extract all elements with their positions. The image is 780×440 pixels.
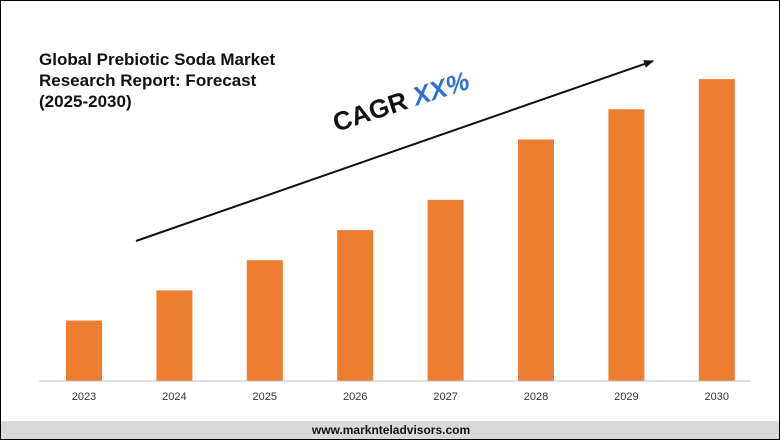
title-line-2: Research Report: Forecast <box>39 71 257 90</box>
x-tick-label: 2028 <box>524 391 548 403</box>
bar-2025 <box>246 260 283 381</box>
title-line-1: Global Prebiotic Soda Market <box>39 50 276 69</box>
footer-url[interactable]: www.marknteladvisors.com <box>311 423 471 437</box>
title-line-3: (2025-2030) <box>39 92 132 111</box>
bar-2029 <box>608 109 645 382</box>
x-tick-label: 2025 <box>253 391 277 403</box>
x-tick-label: 2026 <box>343 391 367 403</box>
footer-bar: www.marknteladvisors.com <box>1 421 779 439</box>
x-tick-labels: 2023 2024 2025 2026 2027 2028 2029 2030 <box>72 391 729 403</box>
bar-2023 <box>66 320 102 381</box>
x-tick-label: 2024 <box>162 391 186 403</box>
x-tick-label: 2029 <box>614 391 638 403</box>
bar-2030 <box>698 79 735 381</box>
bar-2027 <box>427 199 464 381</box>
chart-title: Global Prebiotic Soda Market Research Re… <box>39 49 319 112</box>
bar-2026 <box>337 230 374 381</box>
bars-group <box>66 79 735 382</box>
trend-arrow <box>135 60 654 242</box>
bar-chart: 2023 2024 2025 2026 2027 2028 2029 2030 <box>39 60 751 403</box>
x-tick-label: 2027 <box>433 391 457 403</box>
bar-2024 <box>156 290 193 381</box>
x-tick-label: 2030 <box>705 391 729 403</box>
bar-2028 <box>518 139 554 381</box>
x-tick-label: 2023 <box>72 391 96 403</box>
